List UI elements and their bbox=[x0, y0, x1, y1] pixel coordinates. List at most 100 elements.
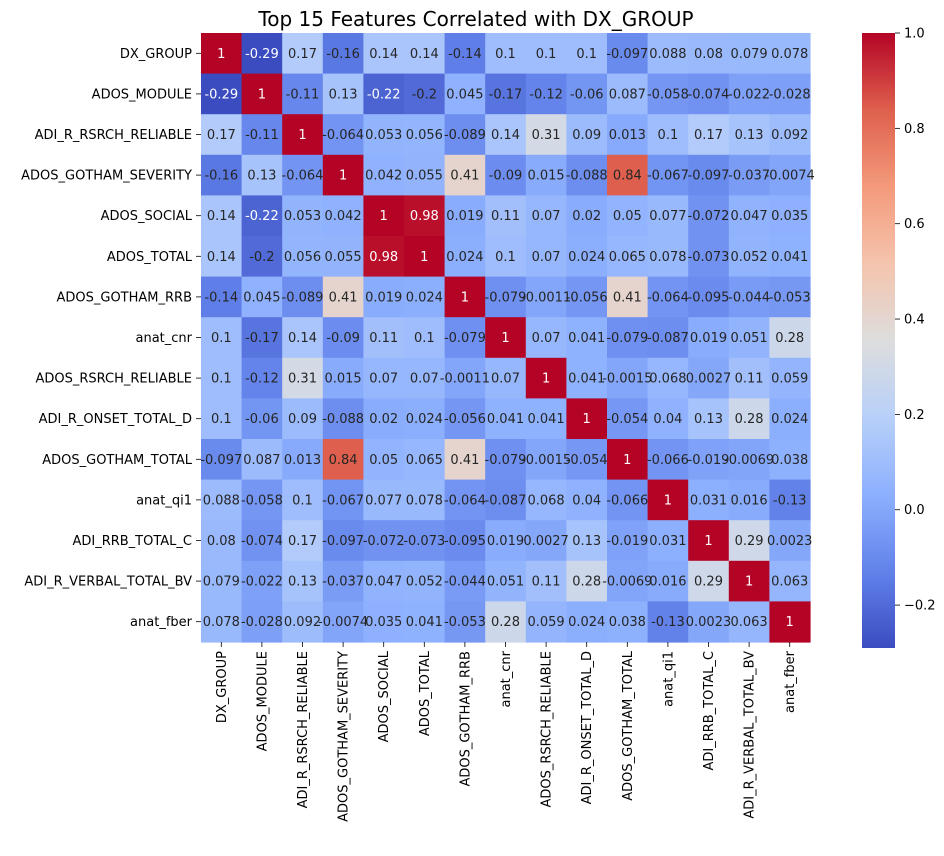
heatmap-cell bbox=[322, 357, 364, 399]
heatmap-cell bbox=[201, 154, 243, 196]
cell-value-label: -0.29 bbox=[245, 47, 279, 62]
heatmap-cell bbox=[525, 601, 567, 643]
heatmap-cell bbox=[201, 439, 243, 481]
heatmap-cell bbox=[241, 195, 283, 237]
heatmap-cell bbox=[769, 439, 811, 481]
cell-value-label: 1 bbox=[501, 331, 509, 346]
heatmap-cell bbox=[647, 236, 689, 278]
heatmap-cell bbox=[566, 317, 608, 359]
cell-value-label: 1 bbox=[542, 372, 550, 387]
heatmap-cell bbox=[525, 479, 567, 521]
heatmap-cell bbox=[525, 73, 567, 115]
heatmap-cell bbox=[728, 520, 770, 562]
cell-value-label: 0.035 bbox=[771, 209, 808, 224]
heatmap-cell bbox=[566, 114, 608, 156]
cell-value-label: 0.09 bbox=[572, 128, 601, 143]
heatmap-cell bbox=[282, 560, 324, 602]
heatmap-cell bbox=[282, 154, 324, 196]
cell-value-label: 1 bbox=[461, 290, 469, 305]
cell-value-label: 0.31 bbox=[288, 372, 317, 387]
cell-value-label: -0.079 bbox=[485, 453, 527, 468]
heatmap-cell bbox=[728, 317, 770, 359]
cell-value-label: -0.095 bbox=[688, 290, 730, 305]
cell-value-label: 0.041 bbox=[487, 412, 524, 427]
cell-value-label: -0.072 bbox=[363, 534, 405, 549]
heatmap-cell bbox=[647, 560, 689, 602]
x-tick-label: ADI_R_VERBAL_TOTAL_BV bbox=[743, 651, 758, 819]
cell-value-label: -0.0011 bbox=[521, 290, 571, 305]
heatmap-cell bbox=[282, 357, 324, 399]
cell-value-label: 0.0027 bbox=[686, 372, 732, 387]
cell-value-label: -0.067 bbox=[322, 493, 364, 508]
cell-value-label: -0.0015 bbox=[521, 453, 571, 468]
cell-value-label: 0.09 bbox=[288, 412, 317, 427]
heatmap-cell bbox=[485, 276, 527, 318]
cell-value-label: 0.04 bbox=[653, 412, 682, 427]
heatmap-cell bbox=[322, 398, 364, 440]
heatmap-cell bbox=[647, 154, 689, 196]
heatmap-cell bbox=[241, 357, 283, 399]
cell-value-label: -0.028 bbox=[241, 615, 283, 630]
heatmap-cell bbox=[485, 33, 527, 75]
heatmap-cell bbox=[404, 236, 446, 278]
heatmap-cell bbox=[688, 236, 730, 278]
heatmap-cell bbox=[241, 398, 283, 440]
heatmap-cell bbox=[607, 520, 649, 562]
cell-value-label: 0.1 bbox=[211, 331, 232, 346]
cell-value-label: 0.088 bbox=[649, 47, 686, 62]
cell-value-label: 0.078 bbox=[649, 250, 686, 265]
cell-value-label: 0.07 bbox=[532, 331, 561, 346]
cell-value-label: 0.013 bbox=[284, 453, 321, 468]
y-tick-label: ADOS_SOCIAL bbox=[101, 209, 193, 224]
cell-value-label: -0.019 bbox=[688, 453, 730, 468]
heatmap-cell bbox=[607, 195, 649, 237]
cell-value-label: 0.17 bbox=[694, 128, 723, 143]
colorbar-tick-label: 0.4 bbox=[904, 313, 925, 328]
heatmap-cell bbox=[444, 195, 486, 237]
cell-value-label: -0.028 bbox=[769, 87, 811, 102]
heatmap-cell bbox=[728, 398, 770, 440]
heatmap-cell bbox=[241, 114, 283, 156]
heatmap-cell bbox=[647, 276, 689, 318]
heatmap-cell bbox=[201, 479, 243, 521]
colorbar-tick-label: 0.0 bbox=[904, 503, 925, 518]
cell-value-label: 0.047 bbox=[730, 209, 767, 224]
heatmap-cell bbox=[241, 479, 283, 521]
cell-value-label: 0.053 bbox=[365, 128, 402, 143]
cell-value-label: -0.056 bbox=[566, 290, 608, 305]
heatmap-cell bbox=[363, 357, 405, 399]
y-tick-label: ADOS_RSRCH_RELIABLE bbox=[35, 372, 192, 387]
cell-value-label: 1 bbox=[339, 169, 347, 184]
cell-value-label: 1 bbox=[664, 493, 672, 508]
cell-value-label: -0.037 bbox=[322, 575, 364, 590]
x-tick-label: ADOS_GOTHAM_SEVERITY bbox=[337, 651, 352, 822]
y-tick-label: ADOS_GOTHAM_RRB bbox=[56, 290, 192, 305]
heatmap-cell bbox=[282, 33, 324, 75]
cell-value-label: 0.28 bbox=[735, 412, 764, 427]
cell-value-label: -0.079 bbox=[485, 290, 527, 305]
heatmap-cell bbox=[363, 236, 405, 278]
cell-value-label: -0.037 bbox=[728, 169, 770, 184]
cell-value-label: 0.031 bbox=[649, 534, 686, 549]
y-axis-ticks: DX_GROUP ADOS_MODULE ADI_R_RSRCH_RELIABLE A… bbox=[21, 47, 201, 630]
heatmap-cell bbox=[404, 520, 446, 562]
heatmap-cell bbox=[444, 398, 486, 440]
x-tick-label: ADI_RRB_TOTAL_C bbox=[702, 651, 717, 771]
cell-value-label: 0.14 bbox=[207, 209, 236, 224]
cell-value-label: -0.09 bbox=[326, 331, 360, 346]
heatmap-cell bbox=[607, 479, 649, 521]
heatmap-cell bbox=[363, 398, 405, 440]
heatmap-cell bbox=[201, 601, 243, 643]
cell-value-label: -0.053 bbox=[444, 615, 486, 630]
cell-value-label: -0.16 bbox=[326, 47, 360, 62]
cell-value-label: -0.2 bbox=[412, 87, 437, 102]
cell-value-label: -0.064 bbox=[647, 290, 689, 305]
cell-value-label: -0.022 bbox=[241, 575, 283, 590]
heatmap-cell bbox=[566, 276, 608, 318]
heatmap-cell bbox=[282, 195, 324, 237]
cell-value-label: 1 bbox=[704, 534, 712, 549]
cell-value-label: 0.068 bbox=[527, 493, 564, 508]
cell-value-label: -0.29 bbox=[204, 87, 238, 102]
heatmap-cell bbox=[241, 560, 283, 602]
